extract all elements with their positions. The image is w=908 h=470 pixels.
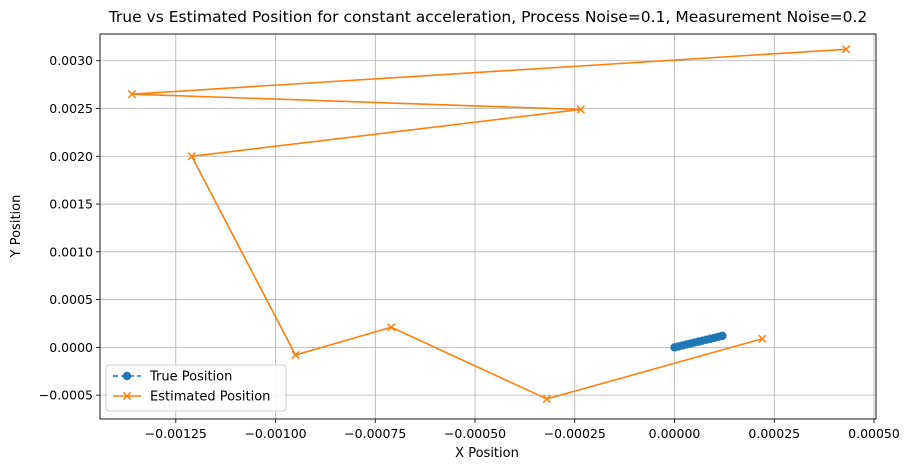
plot-frame [99, 33, 877, 420]
y-tick-label: 0.0000 [49, 340, 93, 355]
series-line [131, 48, 847, 400]
x-tick-label: −0.00100 [244, 426, 306, 441]
y-tick-label: 0.0030 [49, 53, 93, 68]
legend-label: True Position [149, 370, 232, 385]
grid [100, 34, 876, 419]
legend-swatch-marker [122, 371, 132, 381]
data-point [387, 323, 396, 332]
y-tick-label: 0.0005 [49, 292, 93, 307]
data-point [718, 331, 727, 341]
y-tick-label: −0.0005 [39, 388, 93, 403]
x-axis-title: X Position [455, 446, 519, 461]
y-tick-label: 0.0025 [49, 101, 93, 116]
y-tick-label: 0.0010 [49, 244, 93, 259]
data-point [758, 334, 767, 343]
data-point [187, 152, 196, 161]
series-true-position [670, 331, 727, 352]
legend[interactable]: True Position Estimated Position [105, 364, 287, 412]
x-axis: −0.00125 −0.00100 −0.00075 −0.00050 −0.00025… [145, 419, 900, 441]
series-estimated-position [127, 45, 851, 404]
legend-label: Estimated Position [150, 390, 270, 405]
y-axis-title: Y Position [9, 195, 24, 259]
data-point [576, 105, 585, 114]
chart-title: True vs Estimated Position for constant … [108, 8, 868, 26]
data-point [291, 350, 300, 360]
x-tick-label: 0.00050 [848, 426, 900, 441]
x-tick-label: −0.00125 [145, 426, 207, 441]
x-tick-label: 0.00025 [748, 426, 800, 441]
y-axis: −0.0005 0.0000 0.0005 0.0010 0.0015 0.0020 0.0… [39, 53, 100, 403]
legend-swatch-marker [122, 391, 132, 401]
series-layer [127, 45, 851, 404]
x-tick-label: −0.00050 [444, 426, 506, 441]
data-point [542, 394, 551, 404]
x-tick-label: −0.00025 [544, 426, 606, 441]
x-tick-label: −0.00075 [344, 426, 406, 441]
y-tick-label: 0.0020 [49, 149, 93, 164]
y-tick-label: 0.0015 [49, 197, 93, 212]
data-point [841, 45, 851, 54]
x-tick-label: 0.00000 [649, 426, 701, 441]
data-point [127, 90, 137, 99]
legend-box [105, 364, 287, 412]
